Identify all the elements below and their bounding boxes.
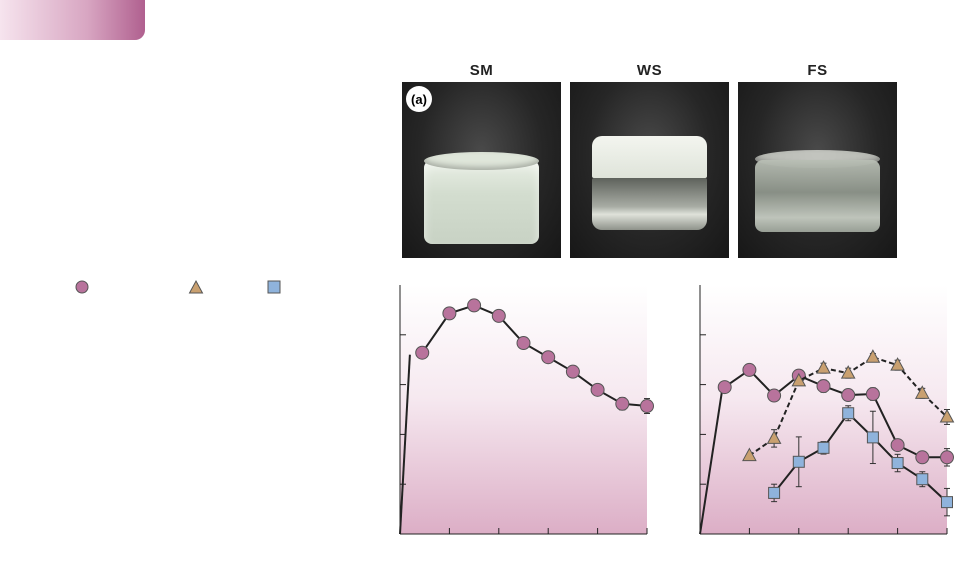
data-point-triangle [766,430,782,444]
jar-fs [755,160,880,232]
data-point-triangle [865,349,881,363]
photo-caption-ws: WS [636,62,663,79]
data-point-circle [915,450,930,465]
panel-label: (a) [406,86,432,112]
data-point-circle [516,336,531,351]
jar-sm [424,160,539,244]
photo-caption-sm: SM [469,62,494,79]
photo-fs: FS [738,62,897,258]
data-point-circle [467,298,482,313]
data-point-triangle [890,357,905,371]
data-point-circle [940,450,954,465]
section-title-tab [0,0,145,40]
data-point-circle [890,438,905,453]
legend-circle-marker [75,280,89,294]
data-point-triangle [742,447,757,462]
data-point-circle [865,387,880,402]
data-point-circle [590,382,605,397]
data-point-circle [742,362,757,377]
data-point-circle [415,345,430,360]
data-point-triangle [816,360,831,374]
chart-legend [60,274,360,300]
data-point-square [817,441,830,454]
legend-item-square [266,274,286,300]
photo-ws: WS [570,62,729,258]
data-point-circle [541,350,556,365]
legend-triangle-marker [188,279,204,294]
legend-square-marker [267,280,281,294]
data-point-square [866,431,879,444]
data-point-circle [767,388,782,403]
data-point-square [792,455,805,468]
data-point-triangle [840,365,856,379]
data-point-square [891,457,904,470]
photo-sm: SM (a) [402,62,561,258]
data-point-circle [640,399,654,414]
data-point-square [768,486,781,499]
jar-ws-clear-layer [592,178,707,230]
sample-photo-panel: SM (a) WS FS [402,62,937,258]
data-point-circle [717,380,732,395]
origin-line [699,389,724,535]
data-point-square [842,407,855,420]
plot-area [400,285,647,534]
chart-left [399,285,654,535]
data-point-circle [442,306,457,321]
series-line-circle [724,368,947,459]
data-point-square [941,496,953,509]
data-point-triangle [791,372,807,387]
data-point-circle [615,396,630,411]
data-point-circle [491,308,506,323]
origin-line [399,354,411,535]
legend-item-triangle [188,274,208,300]
data-point-triangle [939,408,955,423]
data-point-square [916,473,929,486]
series-line-circle [421,304,648,408]
data-point-circle [565,364,580,379]
data-point-circle [816,379,831,394]
data-point-circle [841,388,856,403]
plot-area [700,285,947,534]
jar-ws-top-layer [592,136,707,178]
legend-item-circle [74,274,94,300]
photo-caption-fs: FS [807,62,828,79]
jar-sm-rim [424,152,539,170]
data-point-triangle [914,385,930,399]
chart-right [699,285,955,535]
